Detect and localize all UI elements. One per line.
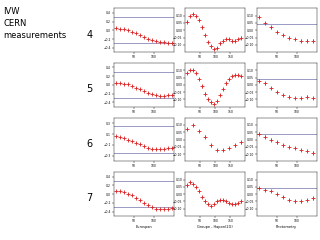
Text: 7: 7 — [86, 193, 93, 203]
Text: 6: 6 — [86, 139, 93, 149]
Text: IVW
CERN
measurements: IVW CERN measurements — [3, 7, 67, 40]
Text: 5: 5 — [86, 84, 93, 94]
Text: 4: 4 — [86, 30, 93, 40]
X-axis label: Eurospan: Eurospan — [135, 225, 152, 229]
X-axis label: Photometry: Photometry — [276, 225, 297, 229]
X-axis label: Groupe - Hapon(2G): Groupe - Hapon(2G) — [197, 225, 233, 229]
